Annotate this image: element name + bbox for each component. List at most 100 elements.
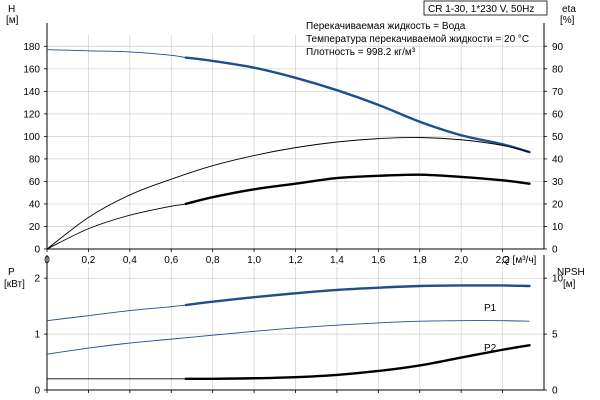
y-right-tick-label: 50 [552, 132, 564, 143]
upper-series-0-point [295, 77, 296, 78]
y-right-tick-label: 90 [552, 42, 564, 53]
y-right-tick-label: 0 [552, 245, 558, 256]
upper-series-1-point [88, 217, 89, 218]
upper-series-0-point [129, 51, 130, 52]
h-axis-label: H [8, 4, 15, 15]
lower-series-0-point [529, 285, 530, 286]
upper-series-1-point [253, 155, 254, 156]
lower-series-2-point [378, 370, 379, 371]
lower-series-2-point [502, 349, 503, 350]
upper-series-2-point [212, 197, 213, 198]
y-left-tick-label: 0 [34, 386, 40, 397]
upper-grid [47, 35, 545, 249]
y-right-tick-label: 0 [552, 386, 558, 397]
upper-series-2-point [502, 180, 503, 181]
upper-series-2-point [129, 215, 130, 216]
lower-series-2-point [212, 378, 213, 379]
upper-series-0-point [253, 67, 254, 68]
lower-series-0-point [253, 297, 254, 298]
upper-series-2-point [295, 183, 296, 184]
y-right-tick-label: 40 [552, 154, 564, 165]
lower-series-0-line [46, 284, 530, 322]
y-right-tick-label: 10 [552, 222, 564, 233]
upper-series-2-point [185, 203, 186, 204]
y-right-tick-label: 80 [552, 64, 564, 75]
liquid-text: Перекачиваемая жидкость = Вода [306, 21, 466, 32]
upper-series-0-point [502, 144, 503, 145]
lower-series-1-point [253, 331, 254, 332]
x-tick-label: 2,0 [454, 255, 468, 266]
y-left-tick-label: 40 [29, 199, 41, 210]
upper-series-1-point [295, 147, 296, 148]
upper-series-2-point [46, 248, 47, 249]
temperature-text: Температура перекачиваемой жидкости = 20… [306, 34, 529, 45]
upper-series-0-point [336, 90, 337, 91]
upper-series-1-line [46, 137, 530, 250]
upper-series-2-operating-range [184, 173, 531, 206]
lower-series-2-point [529, 345, 530, 346]
lower-series-2-point [419, 365, 420, 366]
lower-series-2-point [336, 374, 337, 375]
lower-series [46, 284, 531, 381]
upper-series-0-point [88, 50, 89, 51]
upper-series-2-point [253, 189, 254, 190]
x-tick-label: 1,6 [371, 255, 385, 266]
lower-series-1-point [336, 325, 337, 326]
lower-series-0-operating-range [184, 284, 531, 307]
p2-label: P2 [484, 343, 497, 354]
lower-series-1-point [88, 347, 89, 348]
lower-series-0-point [419, 285, 420, 286]
lower-series-1-point [502, 320, 503, 321]
lower-series-0-point [502, 285, 503, 286]
y-left-tick-label: 80 [29, 154, 41, 165]
lower-series-0-point [461, 285, 462, 286]
lower-series-1-point [46, 354, 47, 355]
h-axis-unit: [м] [6, 15, 19, 26]
upper-series-2-point [378, 175, 379, 176]
lower-series-1-point [461, 320, 462, 321]
upper-series-2-point [171, 206, 172, 207]
y-left-tick-label: 180 [23, 42, 40, 53]
y-right-tick-label: 70 [552, 87, 564, 98]
y-left-tick-label: 0 [34, 245, 40, 256]
y-left-tick-label: 140 [23, 87, 40, 98]
lower-series-0-point [129, 310, 130, 311]
upper-series-0-operating-range [184, 56, 531, 154]
lower-series-2-point [129, 378, 130, 379]
npsh-axis-label: NPSH [557, 267, 585, 278]
x-tick-label: 1,8 [413, 255, 427, 266]
upper-series-1-point [419, 137, 420, 138]
lower-series-1-point [529, 321, 530, 322]
lower-series-2-line [47, 344, 530, 380]
upper-series-0-point [212, 60, 213, 61]
upper-series-2-point [529, 183, 530, 184]
p-axis-label: P [8, 267, 15, 278]
x-tick-label: 1,0 [247, 255, 261, 266]
y-right-tick-label: 5 [552, 330, 558, 341]
upper-series-1-point [129, 194, 130, 195]
upper-series-1-point [461, 139, 462, 140]
lower-series-1-point [419, 321, 420, 322]
upper-series-1-point [212, 165, 213, 166]
upper-series-2-point [88, 228, 89, 229]
upper-series [46, 49, 531, 250]
lower-series-2-point [185, 378, 186, 379]
upper-series-1-point [171, 179, 172, 180]
npsh-axis-unit: [м] [563, 279, 576, 290]
upper-series-2-point [461, 176, 462, 177]
upper-series-0-point [171, 55, 172, 56]
lower-series-1-point [378, 322, 379, 323]
y-right-tick-label: 30 [552, 177, 564, 188]
upper-axes: 0 0,2 0,4 0,6 0,8 1,0 1,2 1,4 1,6 1,8 2,0 2,2 0 20 40 6… [23, 23, 564, 266]
upper-series-2-point [419, 174, 420, 175]
y-right-tick-label: 60 [552, 109, 564, 120]
p-axis-unit: [кВт] [4, 279, 25, 290]
model-text: CR 1-30, 1*230 V, 50Hz [428, 4, 534, 15]
p1-label: P1 [484, 303, 497, 314]
lower-series-0-point [378, 287, 379, 288]
upper-series-0-point [378, 104, 379, 105]
y-left-tick-label: 20 [29, 222, 41, 233]
lower-series-0-point [46, 320, 47, 321]
x-tick-label: 1,2 [289, 255, 303, 266]
